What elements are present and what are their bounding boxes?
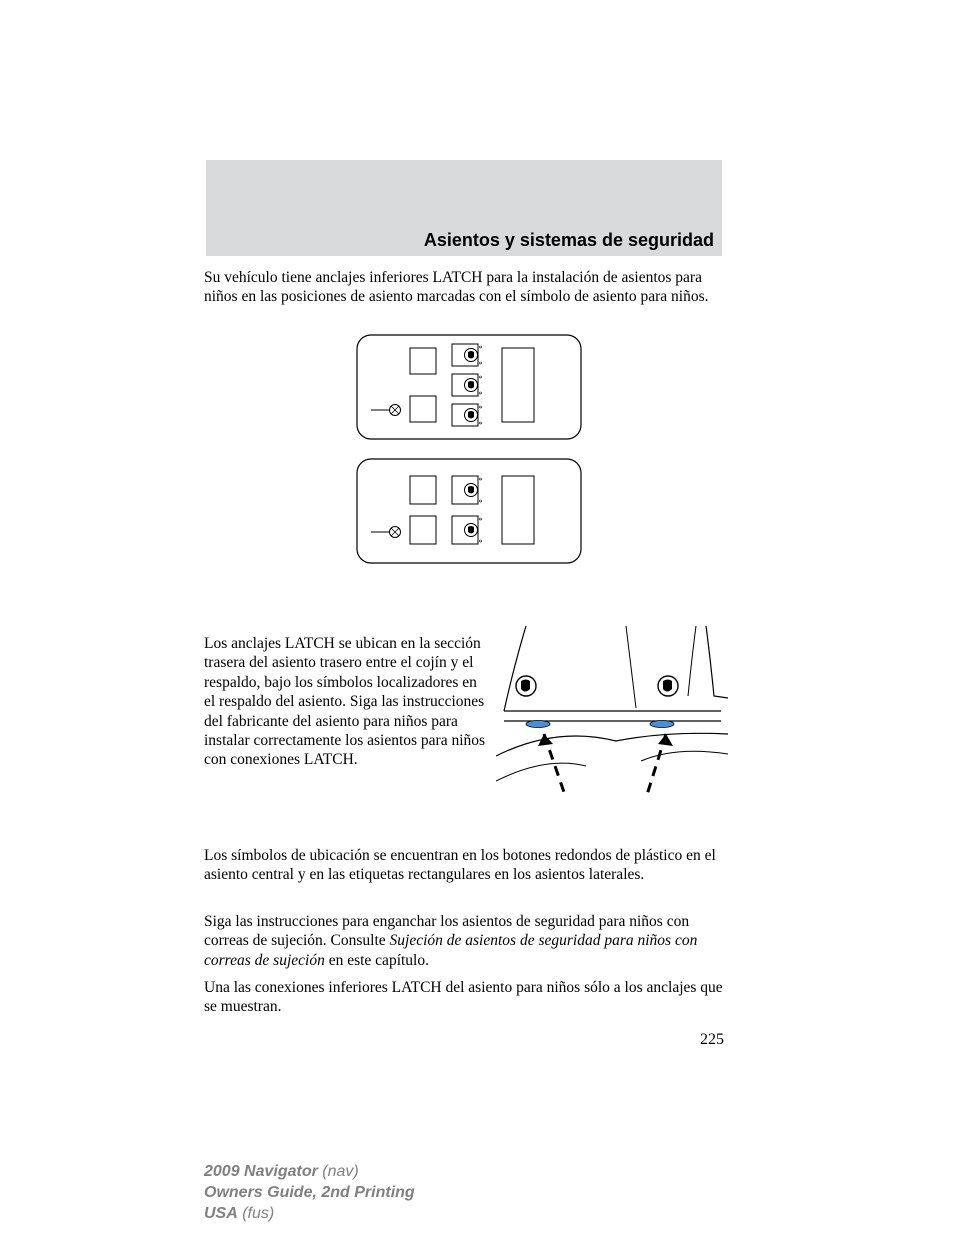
seat-layout-diagram-2row (356, 458, 582, 569)
paragraph-intro: Su vehículo tiene anclajes inferiores LA… (204, 268, 724, 307)
child-seat-icon (516, 676, 536, 696)
footer-line-2: Owners Guide, 2nd Printing (204, 1183, 415, 1204)
paragraph-symbols-location: Los símbolos de ubicación se encuentran … (204, 846, 724, 885)
paragraph-connect-anchors: Una las conexiones inferiores LATCH del … (204, 978, 724, 1017)
child-seat-icon (658, 676, 678, 696)
paragraph-instructions: Siga las instrucciones para enganchar lo… (204, 912, 724, 970)
seat-anchor-perspective-diagram (496, 626, 728, 821)
paragraph-latch-location: Los anclajes LATCH se ubican en la secci… (204, 634, 486, 770)
footer-line-3: USA (fus) (204, 1204, 415, 1225)
seat-layout-diagram-3row (356, 334, 582, 445)
footer-line-1: 2009 Navigator (nav) (204, 1162, 415, 1183)
manual-page: Asientos y sistemas de seguridad Su vehí… (0, 0, 954, 1235)
page-number: 225 (204, 1030, 724, 1050)
footer-block: 2009 Navigator (nav) Owners Guide, 2nd P… (204, 1162, 415, 1224)
section-title: Asientos y sistemas de seguridad (206, 230, 722, 251)
p4-part-b: en este capítulo. (325, 952, 429, 969)
